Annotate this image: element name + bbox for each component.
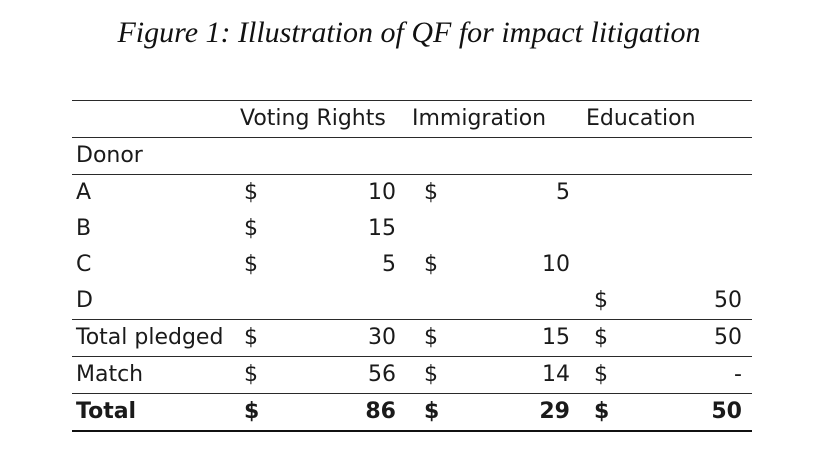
- header-education: Education: [586, 106, 696, 131]
- currency-symbol: $: [244, 216, 258, 241]
- currency-symbol: $: [594, 288, 608, 313]
- voting-rights-value: 30: [368, 325, 396, 350]
- education-value: -: [734, 362, 742, 387]
- voting-rights-value: 10: [368, 180, 396, 205]
- currency-symbol: $: [244, 180, 258, 205]
- voting-rights-value: 86: [365, 399, 396, 424]
- total-row: Total $ 86 $ 29 $ 50: [72, 394, 752, 432]
- voting-rights-value: 56: [368, 362, 396, 387]
- currency-symbol: $: [244, 362, 258, 387]
- immigration-value: 5: [556, 180, 570, 205]
- currency-symbol: $: [594, 399, 610, 424]
- table-row: A $ 10 $ 5: [72, 175, 752, 211]
- education-value: 50: [714, 325, 742, 350]
- currency-symbol: $: [424, 180, 438, 205]
- qf-table: Voting Rights Immigration Education Dono…: [72, 100, 752, 432]
- match-row: Match $ 56 $ 14 $ -: [72, 357, 752, 394]
- currency-symbol: $: [244, 252, 258, 277]
- figure-caption: Figure 1: Illustration of QF for impact …: [117, 16, 701, 49]
- immigration-value: 10: [542, 252, 570, 277]
- row-label: Total: [76, 399, 137, 424]
- header-immigration: Immigration: [412, 106, 547, 131]
- header-row: Voting Rights Immigration Education: [72, 100, 752, 138]
- currency-symbol: $: [424, 325, 438, 350]
- currency-symbol: $: [424, 252, 438, 277]
- row-label: C: [76, 252, 92, 277]
- donor-subheader-row: Donor: [72, 138, 752, 175]
- immigration-value: 29: [539, 399, 570, 424]
- currency-symbol: $: [424, 399, 440, 424]
- header-voting-rights: Voting Rights: [240, 106, 386, 131]
- currency-symbol: $: [594, 325, 608, 350]
- row-label: D: [76, 288, 93, 313]
- voting-rights-value: 5: [382, 252, 396, 277]
- row-label: Match: [76, 362, 144, 387]
- currency-symbol: $: [424, 362, 438, 387]
- immigration-value: 14: [542, 362, 570, 387]
- currency-symbol: $: [244, 325, 258, 350]
- voting-rights-value: 15: [368, 216, 396, 241]
- table-row: B $ 15: [72, 211, 752, 247]
- row-label: Total pledged: [76, 325, 224, 350]
- row-label: A: [76, 180, 92, 205]
- currency-symbol: $: [244, 399, 260, 424]
- immigration-value: 15: [542, 325, 570, 350]
- total-pledged-row: Total pledged $ 30 $ 15 $ 50: [72, 320, 752, 357]
- education-value: 50: [711, 399, 742, 424]
- table-row: D $ 50: [72, 283, 752, 320]
- education-value: 50: [714, 288, 742, 313]
- table-row: C $ 5 $ 10: [72, 247, 752, 283]
- row-label: B: [76, 216, 92, 241]
- donor-label: Donor: [76, 143, 143, 168]
- currency-symbol: $: [594, 362, 608, 387]
